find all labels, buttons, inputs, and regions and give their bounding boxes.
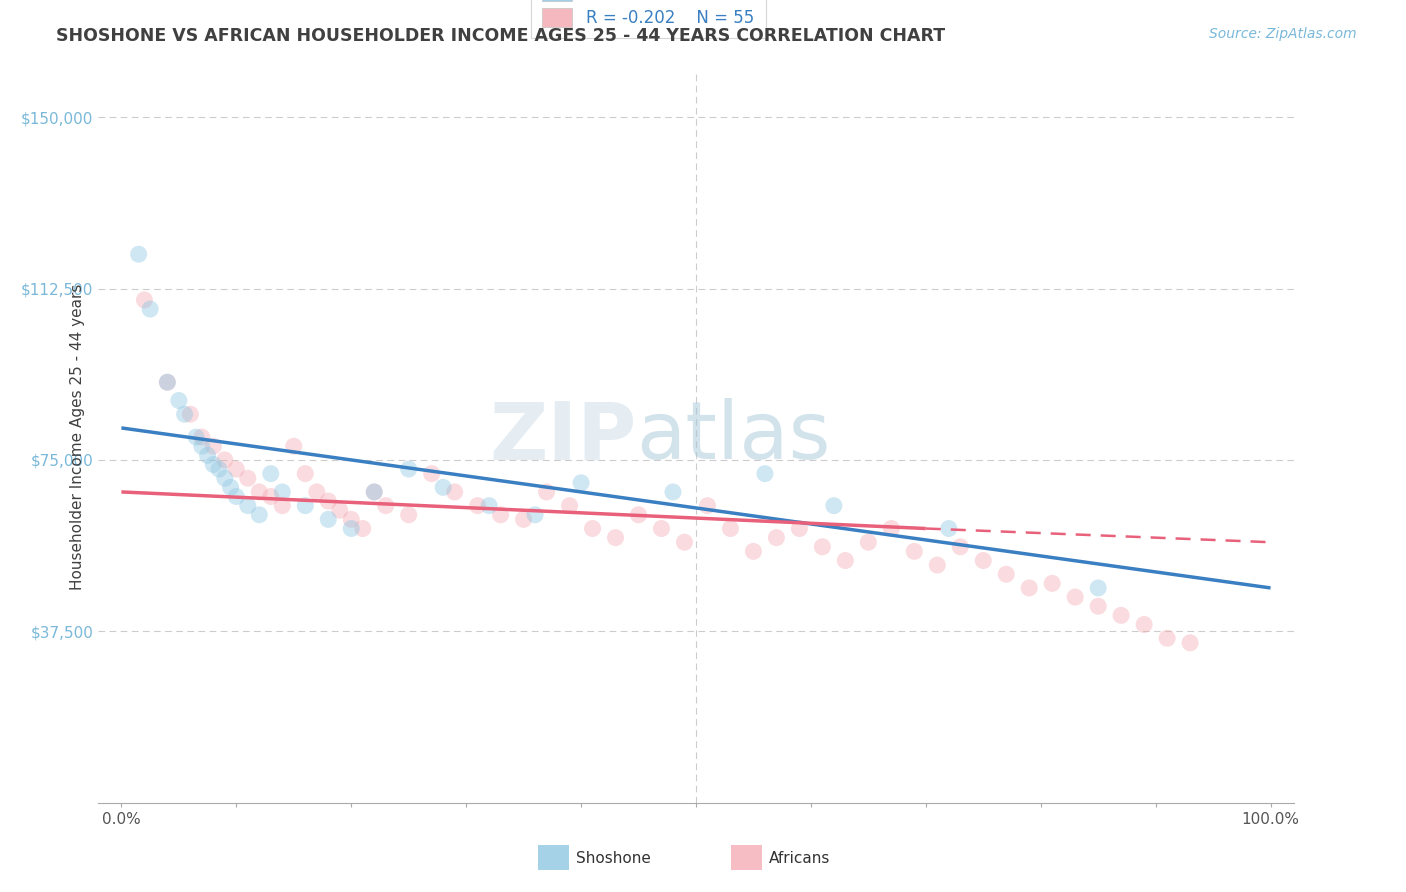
Point	[1018, 581, 1040, 595]
Point	[489, 508, 512, 522]
Point	[294, 467, 316, 481]
Point	[858, 535, 880, 549]
Point	[1040, 576, 1063, 591]
Point	[1156, 632, 1178, 646]
Point	[765, 531, 787, 545]
Point	[294, 499, 316, 513]
Point	[1064, 590, 1087, 604]
Point	[260, 490, 283, 504]
Point	[1087, 599, 1109, 614]
Point	[156, 375, 179, 389]
Point	[972, 553, 994, 567]
Point	[569, 475, 592, 490]
Point	[1133, 617, 1156, 632]
Point	[742, 544, 765, 558]
Point	[467, 499, 489, 513]
Point	[167, 393, 190, 408]
Point	[156, 375, 179, 389]
Text: ZIP: ZIP	[489, 398, 637, 476]
Point	[1087, 581, 1109, 595]
Point	[214, 453, 236, 467]
Point	[927, 558, 949, 573]
Point	[823, 499, 845, 513]
Point	[214, 471, 236, 485]
Point	[720, 521, 742, 535]
Point	[340, 512, 363, 526]
Point	[811, 540, 834, 554]
Point	[938, 521, 960, 535]
Point	[558, 499, 581, 513]
Point	[316, 512, 339, 526]
Point	[208, 462, 231, 476]
Point	[271, 499, 294, 513]
Point	[420, 467, 443, 481]
Point	[191, 439, 214, 453]
Point	[650, 521, 672, 535]
Point	[340, 521, 363, 535]
Point	[536, 484, 558, 499]
Point	[247, 508, 270, 522]
Point	[128, 247, 150, 261]
Point	[139, 301, 162, 317]
Point	[202, 458, 225, 472]
Point	[374, 499, 396, 513]
Point	[305, 484, 328, 499]
Point	[191, 430, 214, 444]
Point	[179, 407, 201, 421]
Point	[581, 521, 603, 535]
Point	[173, 407, 195, 421]
Point	[236, 499, 259, 513]
Point	[283, 439, 305, 453]
Point	[363, 484, 385, 499]
Point	[754, 467, 776, 481]
Point	[605, 531, 627, 545]
Point	[949, 540, 972, 554]
Point	[524, 508, 547, 522]
Point	[1178, 636, 1201, 650]
Point	[329, 503, 352, 517]
Point	[271, 484, 294, 499]
Point	[398, 462, 420, 476]
Text: SHOSHONE VS AFRICAN HOUSEHOLDER INCOME AGES 25 - 44 YEARS CORRELATION CHART: SHOSHONE VS AFRICAN HOUSEHOLDER INCOME A…	[56, 27, 945, 45]
Point	[225, 490, 247, 504]
Point	[995, 567, 1018, 582]
Point	[903, 544, 925, 558]
Text: Shoshone: Shoshone	[576, 851, 651, 865]
Point	[202, 439, 225, 453]
Point	[432, 480, 454, 494]
Point	[247, 484, 270, 499]
Point	[134, 293, 156, 307]
Point	[834, 553, 856, 567]
Point	[219, 480, 242, 494]
Point	[789, 521, 811, 535]
Point	[512, 512, 534, 526]
Point	[478, 499, 501, 513]
Point	[352, 521, 374, 535]
Point	[696, 499, 718, 513]
Point	[1109, 608, 1132, 623]
Point	[627, 508, 650, 522]
Point	[316, 494, 339, 508]
Point	[236, 471, 259, 485]
Point	[225, 462, 247, 476]
Text: Africans: Africans	[769, 851, 831, 865]
Point	[673, 535, 696, 549]
Point	[363, 484, 385, 499]
Point	[443, 484, 465, 499]
Text: atlas: atlas	[637, 398, 831, 476]
Point	[184, 430, 207, 444]
Point	[398, 508, 420, 522]
Legend: R = -0.470    N = 31, R = -0.202    N = 55: R = -0.470 N = 31, R = -0.202 N = 55	[530, 0, 766, 38]
Point	[197, 448, 219, 462]
Point	[260, 467, 283, 481]
Y-axis label: Householder Income Ages 25 - 44 years: Householder Income Ages 25 - 44 years	[69, 284, 84, 591]
Point	[662, 484, 685, 499]
Point	[880, 521, 903, 535]
Text: Source: ZipAtlas.com: Source: ZipAtlas.com	[1209, 27, 1357, 41]
